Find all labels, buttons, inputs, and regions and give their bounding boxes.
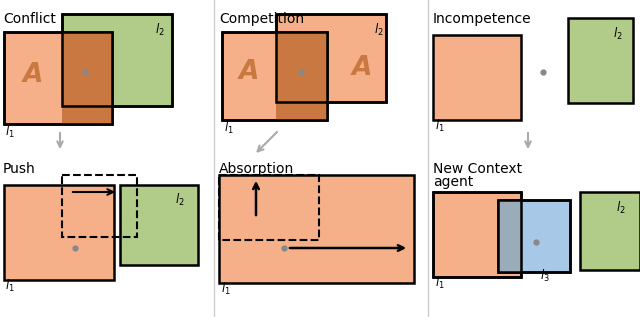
Bar (433, 192, 521, 277)
Text: B: B (138, 52, 158, 78)
Bar (498, 200, 570, 272)
Text: $l_2$: $l_2$ (613, 26, 623, 42)
Bar (433, 35, 521, 120)
Text: $l_2$: $l_2$ (616, 200, 626, 216)
Text: A: A (239, 59, 259, 85)
Bar (222, 32, 327, 120)
Bar (4, 32, 112, 124)
Bar (580, 192, 640, 270)
Text: $l_1$: $l_1$ (435, 275, 445, 291)
Bar (276, 14, 386, 102)
Bar (498, 200, 521, 272)
Bar (498, 200, 570, 272)
Text: $l_1$: $l_1$ (5, 278, 15, 294)
Text: Push: Push (3, 162, 36, 176)
Bar (219, 175, 319, 240)
Text: Conflict: Conflict (3, 12, 56, 26)
Bar (62, 14, 172, 106)
Bar (62, 14, 172, 106)
Bar (568, 18, 633, 103)
Text: $l_1$: $l_1$ (224, 120, 234, 136)
Bar (4, 185, 114, 280)
Bar (4, 32, 112, 124)
Bar (120, 185, 198, 265)
Text: $l_2$: $l_2$ (155, 22, 164, 38)
Text: $l_1$: $l_1$ (5, 124, 15, 140)
Text: A: A (23, 62, 43, 88)
Text: $l_1$: $l_1$ (435, 118, 445, 134)
Text: A: A (352, 55, 372, 81)
Bar (62, 32, 112, 124)
Text: New Context: New Context (433, 162, 522, 176)
Text: Incompetence: Incompetence (433, 12, 532, 26)
Bar (276, 32, 327, 120)
Text: $l_3$: $l_3$ (540, 268, 550, 284)
Bar (62, 175, 137, 237)
Text: $l_1$: $l_1$ (221, 281, 231, 297)
Bar (276, 14, 386, 102)
Bar (433, 192, 521, 277)
Bar (222, 32, 327, 120)
Text: Competition: Competition (219, 12, 304, 26)
Text: $l_2$: $l_2$ (175, 192, 185, 208)
Text: agent: agent (433, 175, 473, 189)
Bar (219, 175, 414, 283)
Text: Absorption: Absorption (219, 162, 294, 176)
Text: $l_2$: $l_2$ (374, 22, 384, 38)
Bar (62, 32, 112, 124)
